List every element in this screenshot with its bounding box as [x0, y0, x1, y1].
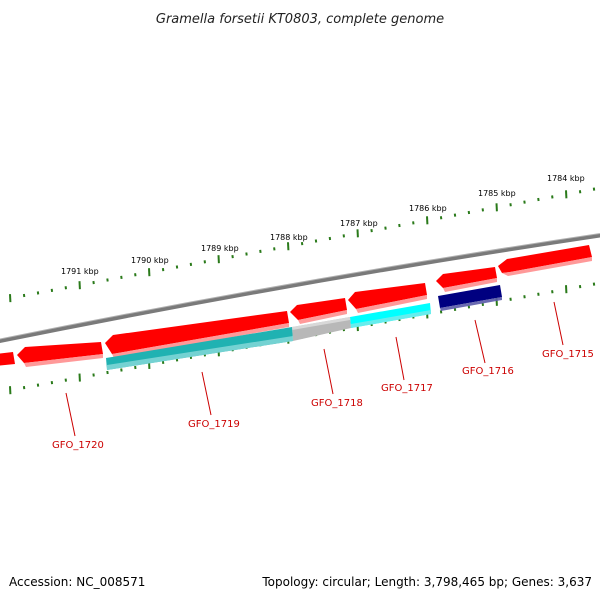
ruler-label-1788: 1788 kbp — [270, 233, 308, 242]
gene-gfo-1720-arrow[interactable] — [17, 342, 103, 363]
accession-text: Accession: NC_008571 — [9, 575, 146, 589]
ruler-label-1789: 1789 kbp — [201, 244, 239, 253]
gene-unlabeled-arrow-1[interactable] — [436, 267, 497, 288]
gene-unlabeled-arrow-4[interactable] — [105, 311, 289, 354]
gene-label-gfo-1718[interactable]: GFO_1718 — [311, 398, 363, 409]
ruler-labels: 1784 kbp 1785 kbp 1786 kbp 1787 kbp 1788… — [61, 174, 585, 276]
gene-edge-arrow[interactable] — [0, 352, 15, 366]
ruler-label-1790: 1790 kbp — [131, 256, 169, 265]
gene-unlabeled-arrow-3[interactable] — [290, 298, 347, 320]
gene-gfo-1716-box[interactable] — [438, 285, 502, 308]
ruler-label-1787: 1787 kbp — [340, 219, 378, 228]
forward-strand-track — [106, 285, 502, 370]
gene-gfo-1715-arrow[interactable] — [498, 245, 592, 273]
gene-label-gfo-1717[interactable]: GFO_1717 — [381, 383, 433, 394]
gene-labels: GFO_1715 GFO_1716 GFO_1717 GFO_1718 GFO_… — [52, 301, 594, 451]
gene-label-gfo-1715[interactable]: GFO_1715 — [542, 349, 594, 360]
reverse-strand-track — [0, 245, 592, 367]
gene-gfo-1718-box[interactable] — [292, 317, 351, 341]
gene-unlabeled-arrow-2[interactable] — [348, 283, 427, 309]
gene-label-gfo-1720[interactable]: GFO_1720 — [52, 440, 104, 451]
genome-backbone — [0, 233, 600, 344]
ruler-label-1785: 1785 kbp — [478, 189, 516, 198]
outer-ruler — [9, 187, 596, 303]
gene-label-gfo-1719[interactable]: GFO_1719 — [188, 419, 240, 430]
ruler-label-1791: 1791 kbp — [61, 267, 99, 276]
map-title: Gramella forsetii KT0803, complete genom… — [156, 12, 444, 27]
ruler-label-1784: 1784 kbp — [547, 174, 585, 183]
gene-label-gfo-1716[interactable]: GFO_1716 — [462, 366, 514, 377]
ruler-label-1786: 1786 kbp — [409, 204, 447, 213]
topology-summary-text: Topology: circular; Length: 3,798,465 bp… — [262, 575, 592, 589]
